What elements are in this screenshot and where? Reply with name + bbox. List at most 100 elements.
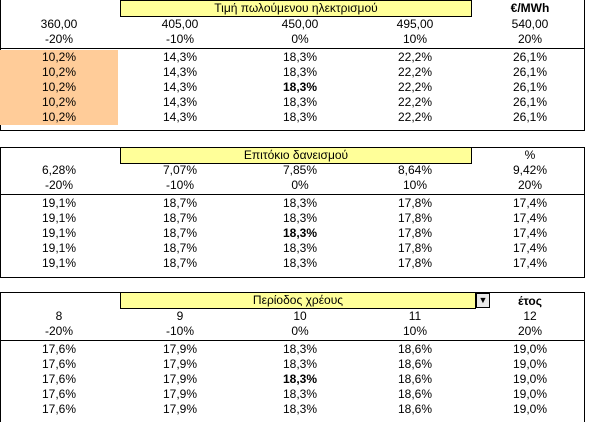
header-value: 405,00: [161, 17, 199, 31]
table-cell[interactable]: 17,6%: [41, 342, 77, 356]
table-cell[interactable]: 17,4%: [512, 241, 548, 255]
table-row: 10,2% 14,3% 18,3% 22,2% 26,1%: [0, 50, 585, 65]
header-value: 540,00: [511, 17, 549, 31]
header-percent: 0%: [291, 178, 309, 192]
table-cell[interactable]: 18,3%: [282, 342, 318, 356]
table-cell[interactable]: 22,2%: [397, 95, 433, 109]
table-cell[interactable]: 26,1%: [512, 50, 548, 64]
table-cell[interactable]: 14,3%: [162, 65, 198, 79]
header-percent: -20%: [44, 32, 73, 46]
table-row: 10,2% 14,3% 18,3% 22,2% 26,1%: [0, 65, 585, 80]
table-cell[interactable]: 17,6%: [41, 372, 77, 386]
table-cell[interactable]: 17,4%: [512, 226, 548, 240]
table-cell[interactable]: 18,3%: [282, 65, 318, 79]
table-cell[interactable]: 18,3%: [282, 241, 318, 255]
table-cell[interactable]: 17,8%: [397, 196, 433, 210]
table-cell-base-case[interactable]: 18,3%: [282, 372, 318, 386]
table-cell[interactable]: 17,4%: [512, 256, 548, 270]
unit-label-interest-rate: %: [524, 148, 536, 162]
table-cell[interactable]: 18,6%: [397, 387, 433, 401]
table-cell[interactable]: 17,6%: [41, 387, 77, 401]
table-cell[interactable]: 18,3%: [282, 402, 318, 416]
table-cell[interactable]: 18,6%: [397, 372, 433, 386]
table-cell[interactable]: 14,3%: [162, 50, 198, 64]
table-cell[interactable]: 26,1%: [512, 95, 548, 109]
table-cell-base-case[interactable]: 18,3%: [282, 226, 318, 240]
header-value: 8,64%: [397, 163, 433, 177]
table-cell[interactable]: 17,9%: [162, 372, 198, 386]
table-cell[interactable]: 19,1%: [41, 196, 77, 210]
table-cell[interactable]: 19,0%: [512, 342, 548, 356]
header-value: 495,00: [396, 17, 434, 31]
table-cell[interactable]: 26,1%: [512, 65, 548, 79]
table-cell[interactable]: 18,3%: [282, 50, 318, 64]
table-cell[interactable]: 17,6%: [41, 402, 77, 416]
table-cell[interactable]: 17,9%: [162, 342, 198, 356]
table-cell[interactable]: 18,3%: [282, 256, 318, 270]
table-cell[interactable]: 18,7%: [162, 196, 198, 210]
table-cell[interactable]: 19,0%: [512, 372, 548, 386]
table-cell[interactable]: 17,4%: [512, 196, 548, 210]
table-cell[interactable]: 18,3%: [282, 357, 318, 371]
section-title-debt-period[interactable]: Περίοδος χρέους: [120, 292, 476, 309]
table-cell[interactable]: 17,8%: [397, 211, 433, 225]
table-cell[interactable]: 18,3%: [282, 211, 318, 225]
table-row: 17,6% 17,9% 18,3% 18,6% 19,0%: [0, 342, 585, 357]
table-cell[interactable]: 17,4%: [512, 211, 548, 225]
table-cell[interactable]: 19,1%: [41, 256, 77, 270]
header-values-row: 8 9 10 11 12: [0, 309, 585, 324]
table-cell[interactable]: 14,3%: [162, 110, 198, 124]
table-cell[interactable]: 19,1%: [41, 226, 77, 240]
table-cell[interactable]: 18,7%: [162, 226, 198, 240]
table-cell[interactable]: 17,8%: [397, 256, 433, 270]
table-cell[interactable]: 26,1%: [512, 80, 548, 94]
table-cell[interactable]: 22,2%: [397, 65, 433, 79]
table-cell[interactable]: 18,3%: [282, 110, 318, 124]
unit-label-debt-period: έτος: [517, 294, 542, 308]
header-percent: 20%: [517, 32, 543, 46]
table-cell[interactable]: 18,7%: [162, 211, 198, 225]
table-cell[interactable]: 22,2%: [397, 50, 433, 64]
table-cell[interactable]: 10,2%: [0, 110, 118, 125]
dropdown-arrow-icon[interactable]: ▼: [476, 293, 490, 308]
table-cell[interactable]: 22,2%: [397, 110, 433, 124]
header-value: 360,00: [40, 17, 78, 31]
table-cell[interactable]: 18,7%: [162, 241, 198, 255]
table-cell[interactable]: 18,3%: [282, 95, 318, 109]
table-cell[interactable]: 19,1%: [41, 211, 77, 225]
table-cell[interactable]: 19,1%: [41, 241, 77, 255]
table-cell[interactable]: 10,2%: [0, 95, 118, 110]
table-cell[interactable]: 18,6%: [397, 402, 433, 416]
header-value: 11: [408, 309, 422, 323]
table-cell[interactable]: 10,2%: [0, 80, 118, 95]
table-cell[interactable]: 14,3%: [162, 80, 198, 94]
table-cell[interactable]: 19,0%: [512, 402, 548, 416]
table-row: 19,1% 18,7% 18,3% 17,8% 17,4%: [0, 241, 585, 256]
table-row: 19,1% 18,7% 18,3% 17,8% 17,4%: [0, 211, 585, 226]
table-cell[interactable]: 19,0%: [512, 357, 548, 371]
header-percent: -10%: [165, 32, 194, 46]
section-title-interest-rate: Επιτόκιο δανεισμού: [120, 147, 472, 164]
table-cell-base-case[interactable]: 18,3%: [282, 80, 318, 94]
table-cell[interactable]: 18,7%: [162, 256, 198, 270]
table-cell[interactable]: 17,8%: [397, 226, 433, 240]
table-cell[interactable]: 22,2%: [397, 80, 433, 94]
table-cell[interactable]: 26,1%: [512, 110, 548, 124]
table-cell[interactable]: 10,2%: [0, 65, 118, 80]
table-cell[interactable]: 17,9%: [162, 387, 198, 401]
table-cell[interactable]: 10,2%: [0, 50, 118, 65]
table-cell[interactable]: 14,3%: [162, 95, 198, 109]
table-cell[interactable]: 17,9%: [162, 402, 198, 416]
table-cell[interactable]: 18,3%: [282, 196, 318, 210]
table-cell[interactable]: 18,3%: [282, 387, 318, 401]
table-cell[interactable]: 17,8%: [397, 241, 433, 255]
table-row: 17,6% 17,9% 18,3% 18,6% 19,0%: [0, 357, 585, 372]
table-cell[interactable]: 18,6%: [397, 357, 433, 371]
table-row: 10,2% 14,3% 18,3% 22,2% 26,1%: [0, 80, 585, 95]
table-cell[interactable]: 19,0%: [512, 387, 548, 401]
table-cell[interactable]: 17,9%: [162, 357, 198, 371]
header-value: 7,07%: [162, 163, 198, 177]
table-cell[interactable]: 17,6%: [41, 357, 77, 371]
table-cell[interactable]: 18,6%: [397, 342, 433, 356]
header-percent: -20%: [44, 324, 73, 338]
